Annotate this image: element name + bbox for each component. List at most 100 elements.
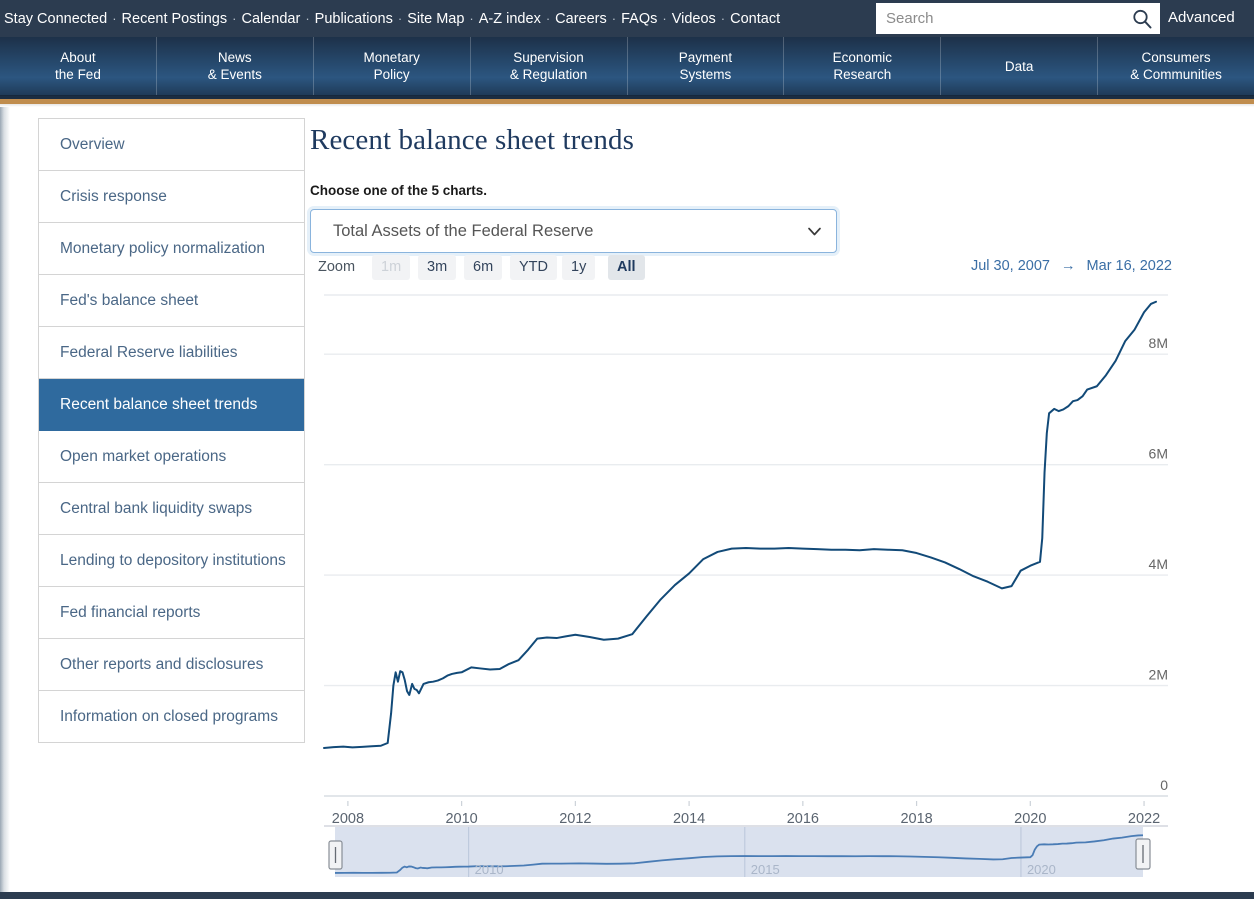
range-handle-left-icon[interactable] xyxy=(328,840,343,870)
chart-zoom-controls: Zoom 1m 3m 6m YTD 1y All Jul 30, 2007 → Mar 1… xyxy=(310,255,1174,283)
navigator-selected-range[interactable] xyxy=(335,827,1143,877)
balance-sheet-chart: Zoom 1m 3m 6m YTD 1y All Jul 30, 2007 → Mar 1… xyxy=(310,255,1174,895)
navigator-series-line xyxy=(334,834,1144,874)
utility-link-videos[interactable]: Videos xyxy=(671,10,716,27)
chart-gridlines xyxy=(324,294,1168,687)
sidebar: Overview Crisis response Monetary policy n… xyxy=(10,107,305,899)
chart-x-axis-labels: 2008 2010 2012 2014 2016 2018 2020 2022 xyxy=(332,801,1160,827)
utility-separator: · xyxy=(545,11,551,26)
nav-item-line2: & Events xyxy=(207,67,262,82)
range-handle-right-icon[interactable] xyxy=(1135,838,1151,870)
x-axis-tick-label: 2008 xyxy=(332,811,364,827)
x-axis-tick-label: 2022 xyxy=(1128,811,1160,827)
zoom-label: Zoom xyxy=(318,259,356,275)
x-axis-tick-label: 2018 xyxy=(900,811,932,827)
nav-item-monetary[interactable]: Monetary Policy xyxy=(314,37,471,95)
y-axis-tick-label: 6M xyxy=(1149,446,1168,462)
search-box[interactable] xyxy=(876,3,1160,34)
nav-item-consumers[interactable]: Consumers & Communities xyxy=(1098,37,1254,95)
utility-separator: · xyxy=(611,11,617,26)
utility-bar: Stay Connected · Recent Postings · Calendar ·… xyxy=(0,0,1254,37)
y-axis-tick-label: 8M xyxy=(1149,335,1168,351)
magnifier-icon xyxy=(1133,9,1152,28)
sidebar-item-overview[interactable]: Overview xyxy=(39,119,304,171)
chart-select-wrapper: Total Assets of the Federal ReserveSelec… xyxy=(310,209,837,253)
utility-link-calendar[interactable]: Calendar xyxy=(241,10,301,27)
sidebar-item-fed-financial-reports[interactable]: Fed financial reports xyxy=(39,587,304,639)
utility-separator: · xyxy=(662,11,667,26)
left-rail-gradient xyxy=(0,107,10,899)
sidebar-item-open-market-operations[interactable]: Open market operations xyxy=(39,431,304,483)
search-button[interactable] xyxy=(1124,3,1160,34)
search-input[interactable] xyxy=(876,3,1124,34)
y-axis-tick-label: 2M xyxy=(1149,667,1168,683)
utility-separator: · xyxy=(397,11,403,26)
range-date-display: Jul 30, 2007 → Mar 16, 2022 xyxy=(971,258,1172,274)
content-top-shadow xyxy=(0,104,1254,107)
range-to[interactable]: Mar 16, 2022 xyxy=(1086,258,1172,274)
nav-item-supervision[interactable]: Supervision & Regulation xyxy=(471,37,628,95)
nav-item-line2: & Communities xyxy=(1130,67,1222,82)
utility-link-careers[interactable]: Careers xyxy=(555,10,607,27)
nav-item-line1: Supervision xyxy=(513,50,584,65)
zoom-button-1m: 1m xyxy=(372,255,411,280)
chart-series-line xyxy=(323,300,1157,749)
nav-item-news[interactable]: News & Events xyxy=(157,37,314,95)
sidebar-item-monetary-policy-normalization[interactable]: Monetary policy normalization xyxy=(39,223,304,275)
utility-link-publications[interactable]: Publications xyxy=(314,10,393,27)
zoom-button-all[interactable]: All xyxy=(608,255,645,280)
chart-plot-area[interactable]: 0 2M 4M 6M 8M 2008 2010 2012 2014 2016 2018 2020 20… xyxy=(310,293,1174,827)
utility-link-recent-postings[interactable]: Recent Postings xyxy=(121,10,228,27)
utility-separator: · xyxy=(469,11,474,26)
x-axis-tick-label: 2012 xyxy=(559,811,591,827)
utility-link-stay-connected[interactable]: Stay Connected xyxy=(4,10,108,27)
utility-link-a-z-index[interactable]: A-Z index xyxy=(478,10,541,27)
sidebar-item-other-reports-and-disclosures[interactable]: Other reports and disclosures xyxy=(39,639,304,691)
chart-selector[interactable]: Total Assets of the Federal ReserveSelec… xyxy=(310,209,837,253)
sidebar-list: Overview Crisis response Monetary policy n… xyxy=(38,118,305,743)
utility-link-site-map[interactable]: Site Map xyxy=(407,10,465,27)
range-from[interactable]: Jul 30, 2007 xyxy=(970,258,1050,274)
page-title: Recent balance sheet trends xyxy=(310,124,634,156)
sidebar-item-information-on-closed-programs[interactable]: Information on closed programs xyxy=(39,691,304,743)
x-axis-tick-label: 2014 xyxy=(673,811,705,827)
utility-link-contact[interactable]: Contact xyxy=(730,10,781,27)
choose-chart-label: Choose one of the 5 charts. xyxy=(310,183,488,198)
advanced-search-link[interactable]: Advanced xyxy=(1168,9,1235,26)
utility-separator: · xyxy=(112,11,117,26)
nav-item-about[interactable]: About the Fed xyxy=(0,37,157,95)
zoom-button-6m[interactable]: 6m xyxy=(464,255,503,280)
chart-navigator[interactable]: 2010 2015 2020 xyxy=(310,817,1174,877)
sidebar-item-lending-to-depository-institutions[interactable]: Lending to depository institutions xyxy=(39,535,304,587)
navigator-year-label: 2010 xyxy=(475,862,504,877)
sidebar-item-central-bank-liquidity-swaps[interactable]: Central bank liquidity swaps xyxy=(39,483,304,535)
nav-item-line2: & Regulation xyxy=(509,67,588,82)
utility-separator: · xyxy=(305,11,310,26)
nav-rule-dark xyxy=(0,95,1254,99)
nav-item-line2: Policy xyxy=(373,67,410,82)
zoom-button-1y[interactable]: 1y xyxy=(562,255,596,280)
utility-links: Stay Connected · Recent Postings · Calendar ·… xyxy=(4,11,780,27)
utility-separator: · xyxy=(232,11,237,26)
chart-svg: 0 2M 4M 6M 8M xyxy=(323,294,1168,797)
utility-link-faqs[interactable]: FAQs xyxy=(621,10,658,27)
nav-item-line1: About xyxy=(60,50,96,65)
nav-rule-gold xyxy=(0,99,1254,104)
sidebar-item-federal-reserve-liabilities[interactable]: Federal Reserve liabilities xyxy=(39,327,304,379)
nav-item-data[interactable]: Data xyxy=(941,37,1099,95)
y-axis-tick-label: 4M xyxy=(1149,556,1168,572)
nav-item-payment[interactable]: Payment Systems xyxy=(628,37,785,95)
sidebar-item-crisis-response[interactable]: Crisis response xyxy=(39,171,304,223)
sidebar-item-recent-balance-sheet-trends[interactable]: Recent balance sheet trends xyxy=(39,379,304,431)
main-navigation: About the Fed News & Events Monetary Policy Su… xyxy=(0,37,1254,96)
nav-item-economic[interactable]: Economic Research xyxy=(784,37,942,95)
zoom-button-ytd[interactable]: YTD xyxy=(510,255,557,280)
sidebar-item-fed-s-balance-sheet[interactable]: Fed's balance sheet xyxy=(39,275,304,327)
zoom-button-3m[interactable]: 3m xyxy=(418,255,457,280)
main-content: Recent balance sheet trends Choose one o… xyxy=(305,107,1254,899)
x-axis-tick-label: 2020 xyxy=(1014,811,1046,827)
navigator-year-label: 2015 xyxy=(751,862,780,877)
x-axis-tick-label: 2010 xyxy=(445,811,477,827)
bottom-strip xyxy=(0,892,1254,899)
x-axis-tick-label: 2016 xyxy=(787,811,819,827)
